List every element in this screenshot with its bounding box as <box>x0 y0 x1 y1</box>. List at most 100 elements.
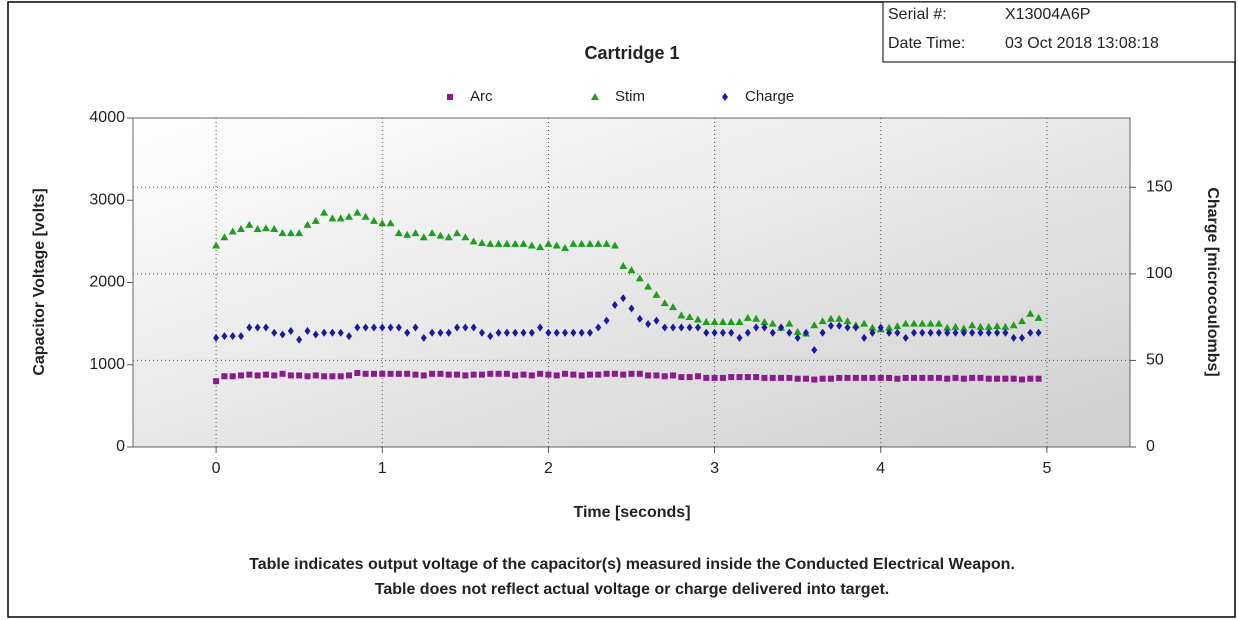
x-tick-label: 2 <box>544 460 553 477</box>
point <box>877 323 884 332</box>
point <box>502 239 511 247</box>
point <box>736 374 743 381</box>
point <box>711 328 718 337</box>
point <box>303 220 312 228</box>
point <box>512 328 519 337</box>
point <box>611 301 618 310</box>
point <box>336 214 345 222</box>
point <box>636 314 643 323</box>
point <box>861 333 868 342</box>
point <box>562 370 569 377</box>
point <box>312 330 319 339</box>
point <box>577 239 586 247</box>
point <box>296 372 303 379</box>
point <box>469 237 478 245</box>
point <box>369 216 378 224</box>
point <box>861 374 868 381</box>
point <box>661 323 668 332</box>
point <box>802 328 809 337</box>
point <box>934 319 943 327</box>
point <box>394 229 403 237</box>
point <box>528 328 535 337</box>
point <box>445 371 452 378</box>
point <box>454 371 461 378</box>
point <box>711 374 718 381</box>
point <box>670 323 677 332</box>
point <box>337 373 344 380</box>
x-tick-label: 0 <box>212 460 221 477</box>
point <box>835 314 844 322</box>
point <box>960 375 967 382</box>
point <box>1027 375 1034 382</box>
point <box>412 371 419 378</box>
point <box>727 317 736 325</box>
point <box>270 225 279 233</box>
point <box>278 229 287 237</box>
point <box>262 371 269 378</box>
point <box>544 239 553 247</box>
point <box>478 371 485 378</box>
point <box>819 328 826 337</box>
point <box>462 372 469 379</box>
point <box>686 323 693 332</box>
point <box>328 214 337 222</box>
point <box>977 374 984 381</box>
point <box>628 370 635 377</box>
point <box>744 374 751 381</box>
point <box>462 323 469 332</box>
point <box>411 229 420 237</box>
point <box>877 374 884 381</box>
point <box>1002 375 1009 382</box>
point <box>969 374 976 381</box>
point <box>693 315 702 323</box>
point <box>403 230 412 238</box>
legend-marker <box>722 93 728 101</box>
point <box>379 370 386 377</box>
point <box>444 233 453 241</box>
point <box>778 374 785 381</box>
point <box>769 328 776 337</box>
point <box>545 371 552 378</box>
point <box>213 378 220 385</box>
point <box>379 323 386 332</box>
point <box>719 328 726 337</box>
point <box>570 328 577 337</box>
point <box>238 372 245 379</box>
x-tick-label: 1 <box>378 460 387 477</box>
point <box>670 372 677 379</box>
legend-label: Arc <box>470 88 493 105</box>
point <box>345 212 354 220</box>
point <box>620 294 627 303</box>
point <box>1010 333 1017 342</box>
point <box>221 373 228 380</box>
point <box>644 282 653 290</box>
point <box>437 328 444 337</box>
point <box>952 374 959 381</box>
point <box>262 323 269 332</box>
point <box>893 322 902 330</box>
point <box>852 374 859 381</box>
point <box>436 231 445 239</box>
point <box>894 328 901 337</box>
point <box>836 321 843 330</box>
point <box>902 374 909 381</box>
y-tick-label: 4000 <box>89 109 125 126</box>
point <box>819 375 826 382</box>
point <box>545 328 552 337</box>
point <box>1009 321 1018 329</box>
point <box>229 373 236 380</box>
y2-tick-label: 0 <box>1146 438 1155 455</box>
point <box>586 371 593 378</box>
point <box>818 317 827 325</box>
point <box>985 328 992 337</box>
point <box>761 374 768 381</box>
point <box>885 323 894 331</box>
point <box>686 374 693 381</box>
point <box>993 322 1002 330</box>
point <box>487 332 494 341</box>
point <box>536 243 545 251</box>
legend-label: Charge <box>745 88 794 105</box>
x-tick-label: 5 <box>1042 460 1051 477</box>
point <box>935 374 942 381</box>
point <box>595 371 602 378</box>
